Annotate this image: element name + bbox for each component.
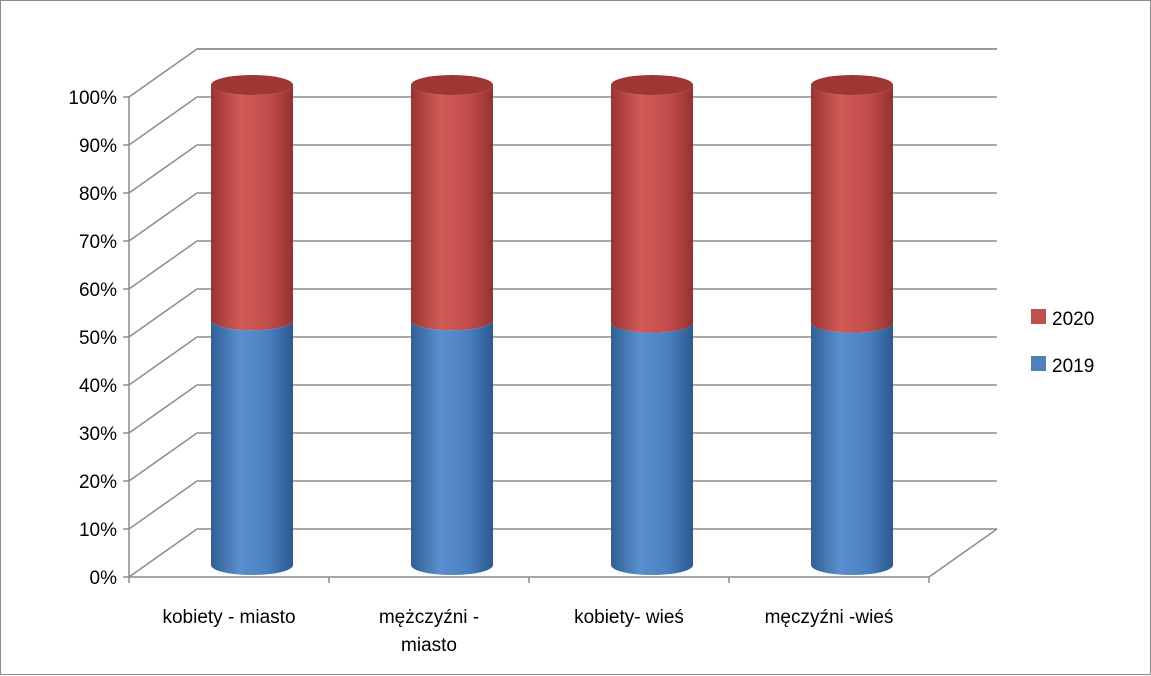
y-tick-label: 40% [79, 376, 117, 397]
y-tick-label: 20% [79, 472, 117, 493]
bar-group [411, 75, 493, 575]
gridline-diagonal [128, 192, 198, 242]
legend-label-2020: 2020 [1052, 309, 1094, 330]
y-tick-label: 80% [79, 184, 117, 205]
bar-segment-2020 [211, 85, 293, 331]
gridline-diagonal [128, 144, 198, 194]
bar-segment-2020 [611, 85, 693, 333]
gridline-diagonal [128, 288, 198, 338]
x-category-label: kobiety- wieś [574, 607, 684, 628]
y-tick-label: 70% [79, 232, 117, 253]
gridline-diagonal [128, 432, 198, 482]
y-tick-label: 10% [79, 520, 117, 541]
gridline-diagonal [128, 528, 198, 578]
y-tick-label: 90% [79, 136, 117, 157]
legend-label-2019: 2019 [1052, 356, 1094, 377]
labels-layer: 0% 10% 20% 30% 40% 50% 60% 70% 80% 90% 100% kobiety… [68, 88, 893, 656]
x-category-label: mężczyźni -miasto [379, 607, 479, 656]
bar-group [811, 75, 893, 575]
bar-segment-2020 [811, 85, 893, 333]
gridline-diagonal [128, 48, 198, 98]
bar-segment-2019 [611, 322, 693, 575]
bar-top-cap [811, 75, 893, 95]
bar-top-cap [411, 75, 493, 95]
y-tick-label: 100% [68, 88, 117, 109]
bar-segment-2020 [411, 85, 493, 331]
y-tick-label: 30% [79, 424, 117, 445]
bar-top-cap [611, 75, 693, 95]
gridline-diagonal [128, 384, 198, 434]
y-tick-label: 0% [90, 568, 118, 589]
legend-swatch-2020 [1031, 309, 1046, 324]
gridline-diagonal [128, 480, 198, 530]
bar-segment-2019 [811, 322, 893, 575]
y-tick-label: 50% [79, 328, 117, 349]
y-tick-label: 60% [79, 280, 117, 301]
legend: 2020 2019 [1031, 309, 1094, 377]
bar-top-cap [211, 75, 293, 95]
x-category-label: męczyźni -wieś [765, 607, 894, 628]
bar-group [211, 75, 293, 575]
bar-segment-2019 [211, 320, 293, 575]
bar-group [611, 75, 693, 575]
bars-layer [211, 75, 893, 575]
floor-edge [928, 528, 998, 578]
x-category-label: kobiety - miasto [162, 607, 295, 628]
legend-swatch-2019 [1031, 356, 1046, 371]
gridline-diagonal [128, 240, 198, 290]
gridline-diagonal [128, 96, 198, 146]
bar-segment-2019 [411, 320, 493, 575]
gridline-diagonal [128, 336, 198, 386]
